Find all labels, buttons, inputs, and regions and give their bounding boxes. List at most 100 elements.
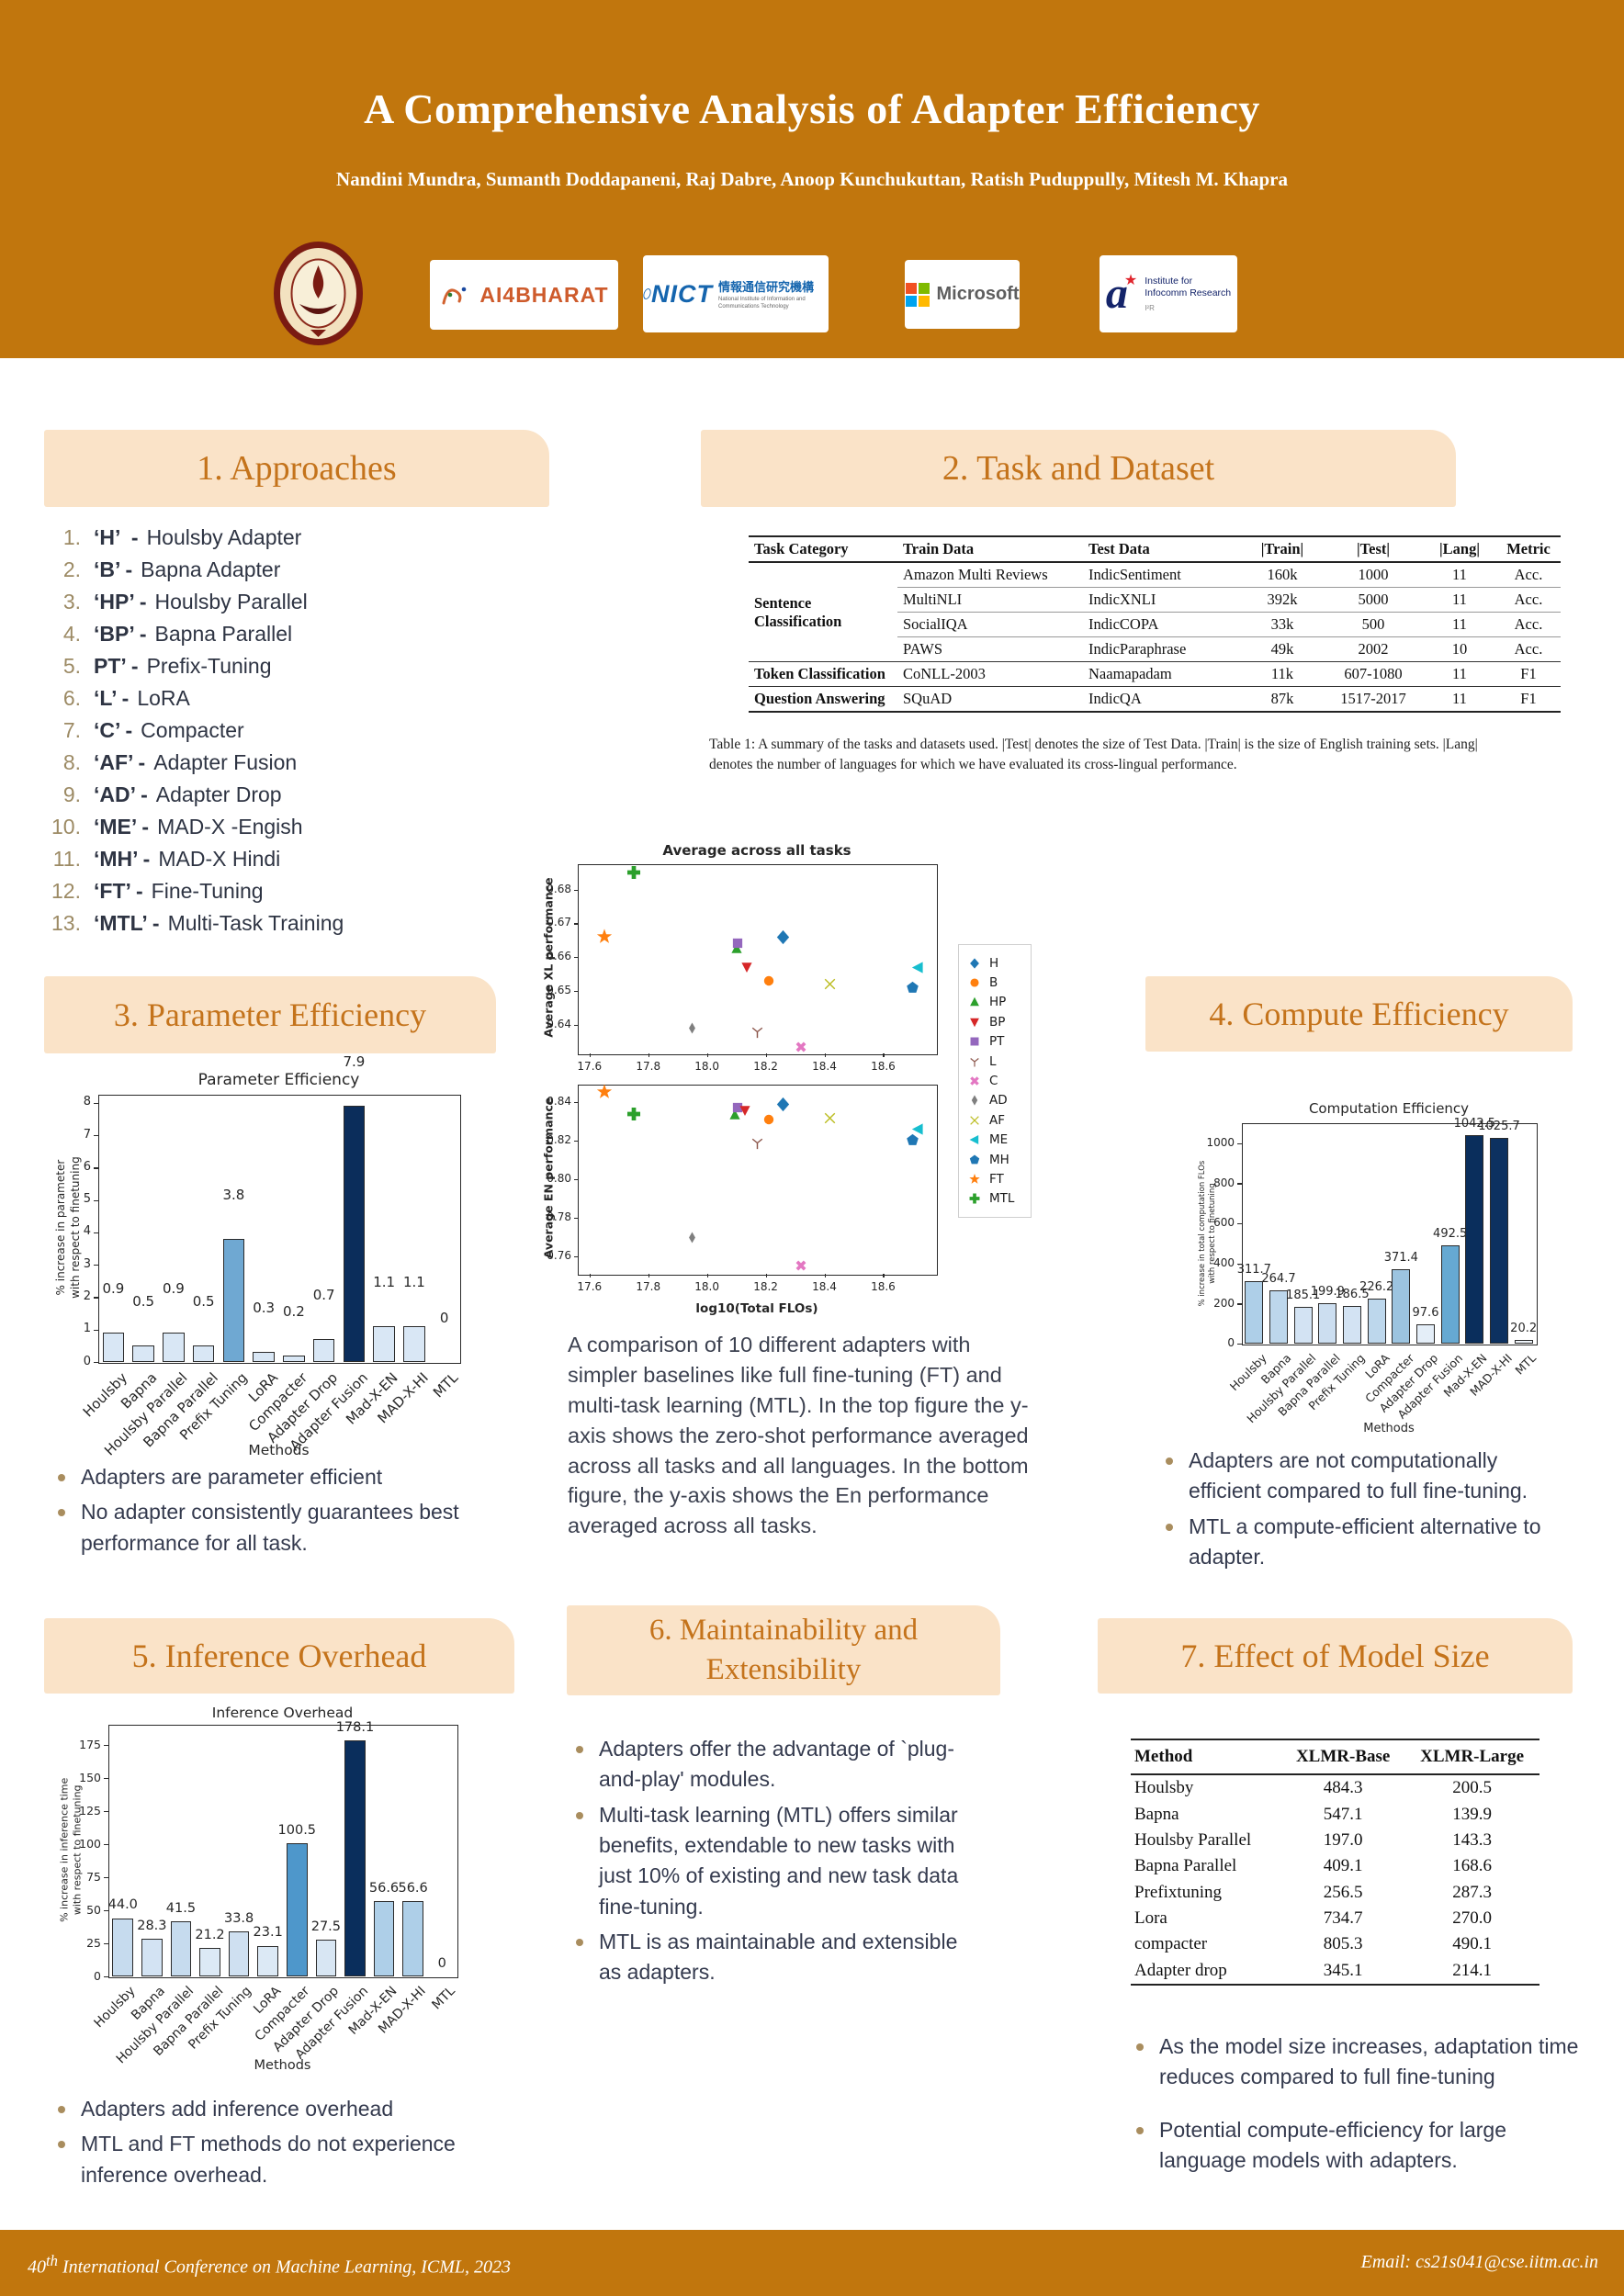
- bar-Mad-X-EN: [1465, 1134, 1484, 1344]
- bullet-text: Adapters add inference overhead: [81, 2097, 394, 2121]
- model-size-bullets: As the model size increases, adaptation …: [1130, 2032, 1589, 2198]
- table2-cell: 287.3: [1452, 1882, 1492, 1902]
- table-row: PAWS IndicParaphrase 49k 2002 10 Acc.: [749, 636, 1561, 662]
- table1-cell: Naamapadam: [1083, 661, 1241, 687]
- table1-cell: 1517-2017: [1340, 690, 1406, 707]
- table1-cell: 5000: [1324, 587, 1423, 613]
- y-tick-label: 25: [86, 1935, 101, 1950]
- approach-number: 10.: [51, 815, 81, 838]
- table2-cell: Lora: [1134, 1908, 1167, 1929]
- approach-number: 9.: [62, 782, 81, 806]
- approach-desc: Bapna Parallel: [154, 622, 293, 646]
- table1-col-header: Test Data: [1083, 536, 1241, 563]
- y-tick-label: 400: [1213, 1255, 1235, 1269]
- bar-Compacter: [286, 1843, 308, 1976]
- table1-cell: 11: [1423, 587, 1496, 613]
- y-tick-mark: [104, 1876, 108, 1879]
- y-tick-mark: [574, 1024, 578, 1026]
- approach-number: 4.: [62, 622, 81, 646]
- y-tick-label: 4: [83, 1224, 91, 1239]
- inference-overhead-chart: Inference Overhead 0 25 50 75 100 125 150 175 44.…: [55, 1705, 533, 2090]
- nict-subtitle: National Institute of Information and Co…: [718, 296, 806, 310]
- approach-item: 7. ‘C’ - Compacter: [28, 718, 551, 750]
- table2-cell: Houlsby Parallel: [1134, 1829, 1252, 1850]
- y-axis-label: % increase in parameter with respect to f…: [53, 1156, 81, 1300]
- approach-number: 1.: [62, 525, 81, 549]
- bullet-item: Adapters are parameter efficient: [51, 1462, 534, 1492]
- approach-item: 12. ‘FT’ - Fine-Tuning: [28, 879, 551, 911]
- parameter-efficiency-bullets: Adapters are parameter efficient No adapt…: [51, 1462, 534, 1563]
- y-axis-label: % increase in inference time with respect…: [58, 1777, 84, 1923]
- bar-value-label: 226.2: [1359, 1279, 1394, 1294]
- bar-value-label: 199.9: [1310, 1285, 1345, 1300]
- ai4bharat-logo: AI4BHARAT: [430, 260, 618, 330]
- table-row: Token Classification CoNLL-2003 Naamapadam…: [749, 661, 1561, 687]
- y-tick-label: 0.68: [547, 882, 571, 895]
- table-row: MultiNLI IndicXNLI 392k 5000 11 Acc.: [749, 587, 1561, 613]
- footer-conference-sup: th: [46, 2252, 58, 2269]
- bar-Houlsby Parallel: [1293, 1306, 1313, 1344]
- approach-item: 3. ‘HP’ - Houlsby Parallel: [28, 590, 551, 622]
- bullet-item: MTL is as maintainable and extensible as…: [570, 1927, 978, 1988]
- bar-Adapter Fusion: [1440, 1244, 1460, 1344]
- bar-Prefix Tuning: [222, 1238, 245, 1362]
- bullet-item: MTL a compute-efficient alternative to a…: [1159, 1512, 1568, 1573]
- y-tick-label: 200: [1213, 1296, 1235, 1310]
- legend-marker-icon: [968, 1055, 981, 1068]
- y-tick-label: 75: [86, 1869, 101, 1884]
- x-tick-mark: [706, 1053, 708, 1057]
- bar-value-label: 185.1: [1286, 1288, 1321, 1302]
- approaches-list: 1. ‘H’ - Houlsby Adapter 2. ‘B’ - Bapna …: [28, 525, 551, 943]
- legend-label: AD: [989, 1093, 1008, 1109]
- section-header-task-dataset: 2. Task and Dataset: [701, 430, 1456, 507]
- footer-conference: 40th International Conference on Machine…: [28, 2252, 511, 2279]
- bar-value-label: 1025.7: [1478, 1120, 1520, 1134]
- bar-value-label: 1.1: [373, 1274, 396, 1291]
- point-C: [794, 1040, 808, 1054]
- table1-category-cell: Question Answering: [749, 686, 897, 713]
- y-tick-mark: [94, 1297, 98, 1299]
- y-tick-label: 0.64: [547, 1017, 571, 1030]
- bar-Houlsby: [102, 1333, 125, 1362]
- legend-item: HP: [968, 993, 1021, 1012]
- point-MTL: [626, 864, 642, 881]
- plot-area: [98, 1095, 461, 1364]
- y-tick-mark: [574, 957, 578, 959]
- bullet-item: MTL and FT methods do not experience inf…: [51, 2129, 494, 2190]
- legend-item: L: [968, 1052, 1021, 1071]
- bullet-text: Adapters offer the advantage of `plug-an…: [599, 1737, 955, 1792]
- legend-marker-icon: [968, 996, 981, 1008]
- approach-desc: Multi-Task Training: [167, 911, 344, 935]
- y-tick-label: 5: [83, 1192, 91, 1207]
- table2-cell: 200.5: [1452, 1778, 1492, 1798]
- table2-cell: 409.1: [1323, 1856, 1363, 1876]
- astar-i2r-logo: a ★ Institute for Infocomm Research I²R: [1100, 255, 1237, 332]
- bar-value-label: 0.9: [102, 1280, 125, 1298]
- bullet-text: Potential compute-efficiency for large l…: [1159, 2117, 1506, 2173]
- bar-Prefix Tuning: [1343, 1306, 1361, 1344]
- table1-col-header: Metric: [1496, 536, 1561, 563]
- nict-japanese-text: 情報通信研究機構: [718, 279, 815, 294]
- table-row: Houlsby 484.3 200.5: [1131, 1774, 1539, 1801]
- table1-cell: IndicXNLI: [1083, 587, 1241, 613]
- table1-cell: IndicCOPA: [1083, 612, 1241, 637]
- legend-label: ME: [989, 1132, 1009, 1148]
- bullet-item: Potential compute-efficiency for large l…: [1130, 2115, 1589, 2177]
- bar-value-label: 371.4: [1383, 1250, 1418, 1265]
- approach-number: 13.: [51, 911, 81, 935]
- y-tick-mark: [104, 1942, 108, 1945]
- task-dataset-table: Task Category Train Data Test Data |Train| |…: [749, 535, 1561, 713]
- y-tick-label: 50: [86, 1902, 101, 1917]
- approach-item: 10. ‘ME’ - MAD-X -Engish: [28, 815, 551, 847]
- legend-marker-icon: [968, 1114, 981, 1127]
- bar-Houlsby Parallel: [163, 1333, 185, 1362]
- table1-cell: 11: [1423, 562, 1496, 588]
- y-tick-mark: [94, 1232, 98, 1234]
- y-tick-label: 0.65: [547, 983, 571, 996]
- table1-cell: IndicQA: [1088, 690, 1142, 707]
- y-tick-label: 1000: [1206, 1136, 1235, 1150]
- x-tick-label: 18.2: [753, 1280, 778, 1293]
- bar-MTL: [1514, 1339, 1533, 1344]
- approach-desc: Adapter Fusion: [153, 750, 298, 774]
- table2-cell: compacter: [1134, 1934, 1208, 1954]
